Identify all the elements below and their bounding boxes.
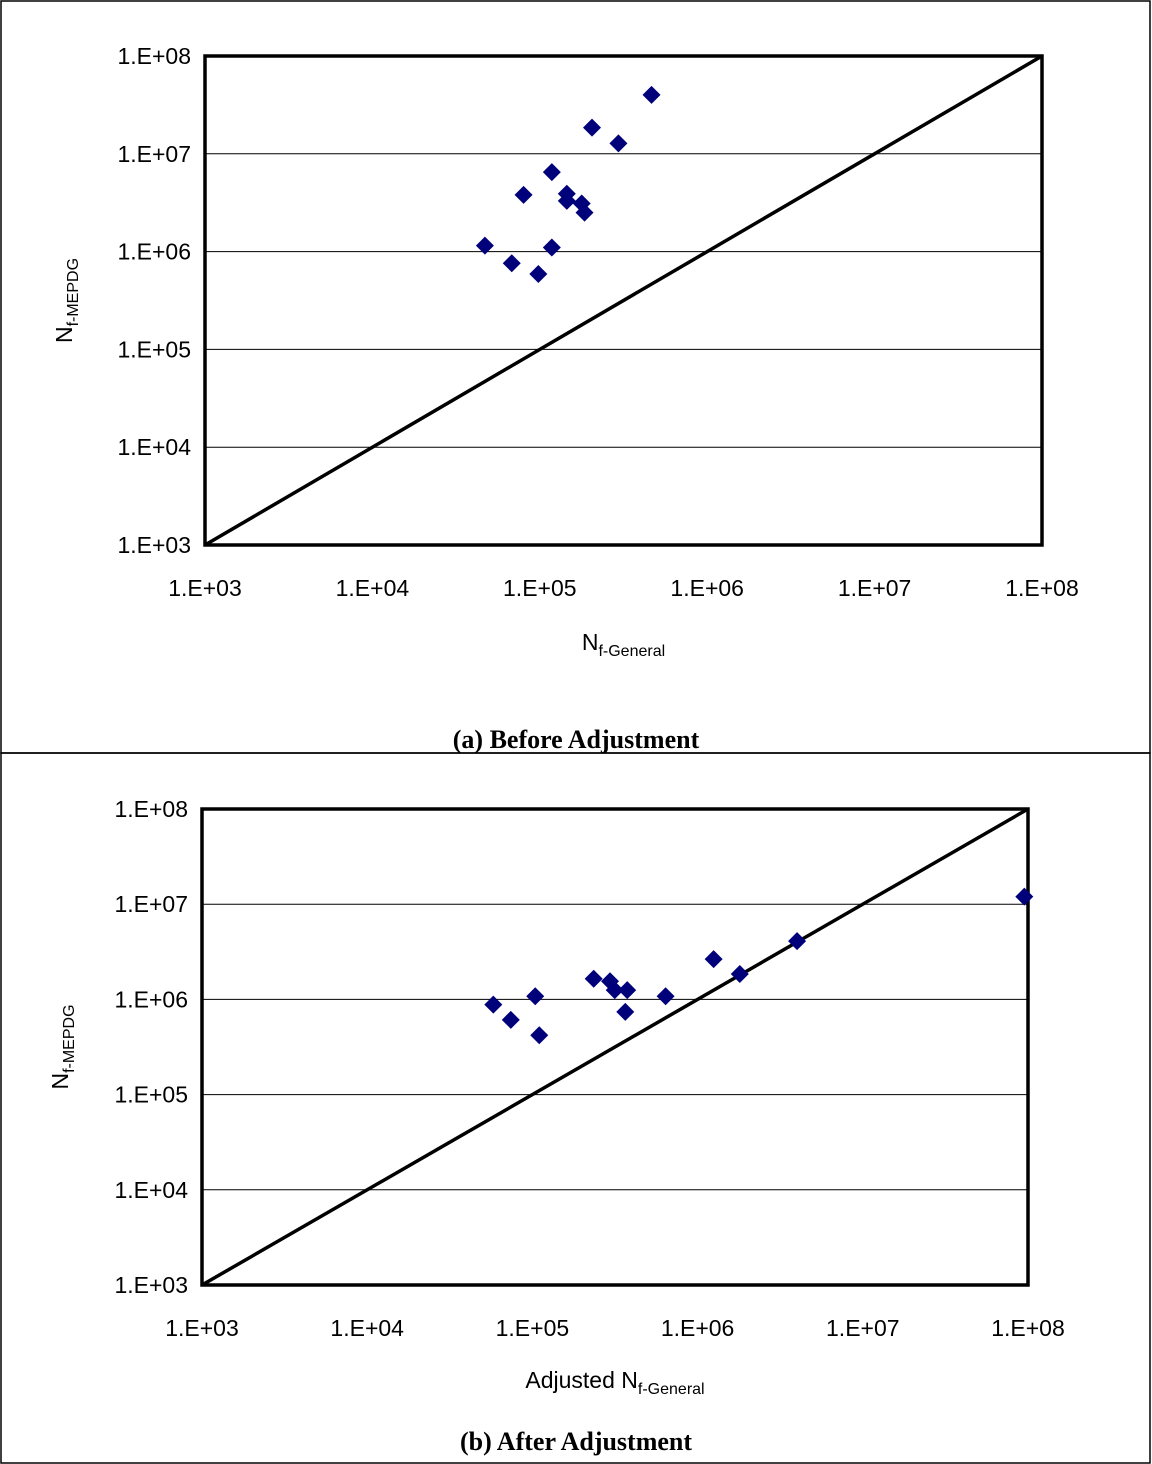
data-point [704, 950, 723, 969]
panel-after-adjustment: 1.E+03 1.E+04 1.E+05 1.E+06 1.E+07 1.E+08 1.E+… [47, 796, 1065, 1456]
plot-area-frame [200, 807, 1030, 1287]
x-tick-label: 1.E+03 [165, 1315, 239, 1341]
data-point [542, 163, 561, 182]
data-point [502, 254, 521, 273]
x-axis-label-subscript: f-General [638, 1381, 705, 1398]
x-axis-label-main: N [621, 1367, 638, 1393]
data-point [526, 987, 545, 1006]
y-tick-label: 1.E+06 [114, 986, 188, 1012]
data-point [475, 236, 494, 255]
x-tick-label: 1.E+05 [503, 575, 577, 601]
y-tick-label: 1.E+06 [117, 239, 191, 265]
plot-area-frame [203, 54, 1044, 547]
x-tick-label: 1.E+06 [661, 1315, 735, 1341]
data-point [584, 969, 603, 988]
y-tick-label: 1.E+08 [117, 43, 191, 69]
x-tick-label: 1.E+03 [168, 575, 242, 601]
x-axis-label: Adjusted Nf-General [525, 1367, 704, 1398]
equality-line [204, 54, 1043, 547]
data-point [656, 987, 675, 1006]
x-tick-label: 1.E+05 [496, 1315, 570, 1341]
equality-line [201, 807, 1029, 1287]
data-point [618, 981, 637, 1000]
y-axis-label: Nf-MEPDG [51, 258, 82, 343]
y-tick-label: 1.E+05 [114, 1082, 188, 1108]
x-axis-label-subscript: f-General [598, 643, 665, 660]
data-point [557, 191, 576, 210]
data-point [609, 134, 628, 153]
data-point [788, 932, 807, 951]
y-axis-label-subscript: f-MEPDG [61, 1004, 78, 1072]
y-tick-label: 1.E+04 [117, 434, 191, 460]
data-point [529, 265, 548, 284]
y-tick-label: 1.E+05 [117, 336, 191, 362]
y-axis-label-main: N [51, 326, 77, 343]
data-point [542, 238, 561, 257]
y-axis-label-subscript: f-MEPDG [65, 258, 82, 326]
table-cell-bottom [0, 752, 1151, 1464]
x-tick-label: 1.E+07 [826, 1315, 900, 1341]
data-point [530, 1026, 549, 1045]
x-tick-label: 1.E+08 [1005, 575, 1079, 601]
data-point [575, 203, 594, 222]
y-axis-label-main: N [47, 1073, 73, 1090]
data-point [514, 185, 533, 204]
table-cell-top [0, 0, 1151, 754]
data-point [582, 118, 601, 137]
x-axis-label-main: N [582, 629, 599, 655]
x-tick-label: 1.E+04 [336, 575, 410, 601]
data-point [501, 1010, 520, 1029]
y-axis-label: Nf-MEPDG [47, 1004, 78, 1089]
data-point [1015, 887, 1034, 906]
y-tick-label: 1.E+04 [114, 1177, 188, 1203]
data-point [605, 981, 624, 1000]
x-tick-label: 1.E+06 [670, 575, 744, 601]
data-point [730, 964, 749, 983]
panel-caption: (a) Before Adjustment [453, 725, 700, 754]
y-tick-label: 1.E+07 [114, 891, 188, 917]
panel-caption: (b) After Adjustment [460, 1427, 692, 1456]
data-point [642, 85, 661, 104]
y-tick-label: 1.E+08 [114, 796, 188, 822]
y-tick-label: 1.E+03 [117, 532, 191, 558]
y-tick-label: 1.E+03 [114, 1272, 188, 1298]
x-tick-label: 1.E+04 [330, 1315, 404, 1341]
x-tick-label: 1.E+08 [991, 1315, 1065, 1341]
x-axis-label: Nf-General [582, 629, 665, 660]
x-axis-label-prefix: Adjusted [525, 1367, 621, 1393]
panel-before-adjustment: 1.E+03 1.E+04 1.E+05 1.E+06 1.E+07 1.E+08 1.E+… [51, 43, 1079, 754]
x-tick-label: 1.E+07 [838, 575, 912, 601]
y-tick-label: 1.E+07 [117, 141, 191, 167]
data-point [616, 1002, 635, 1021]
data-point [484, 995, 503, 1014]
